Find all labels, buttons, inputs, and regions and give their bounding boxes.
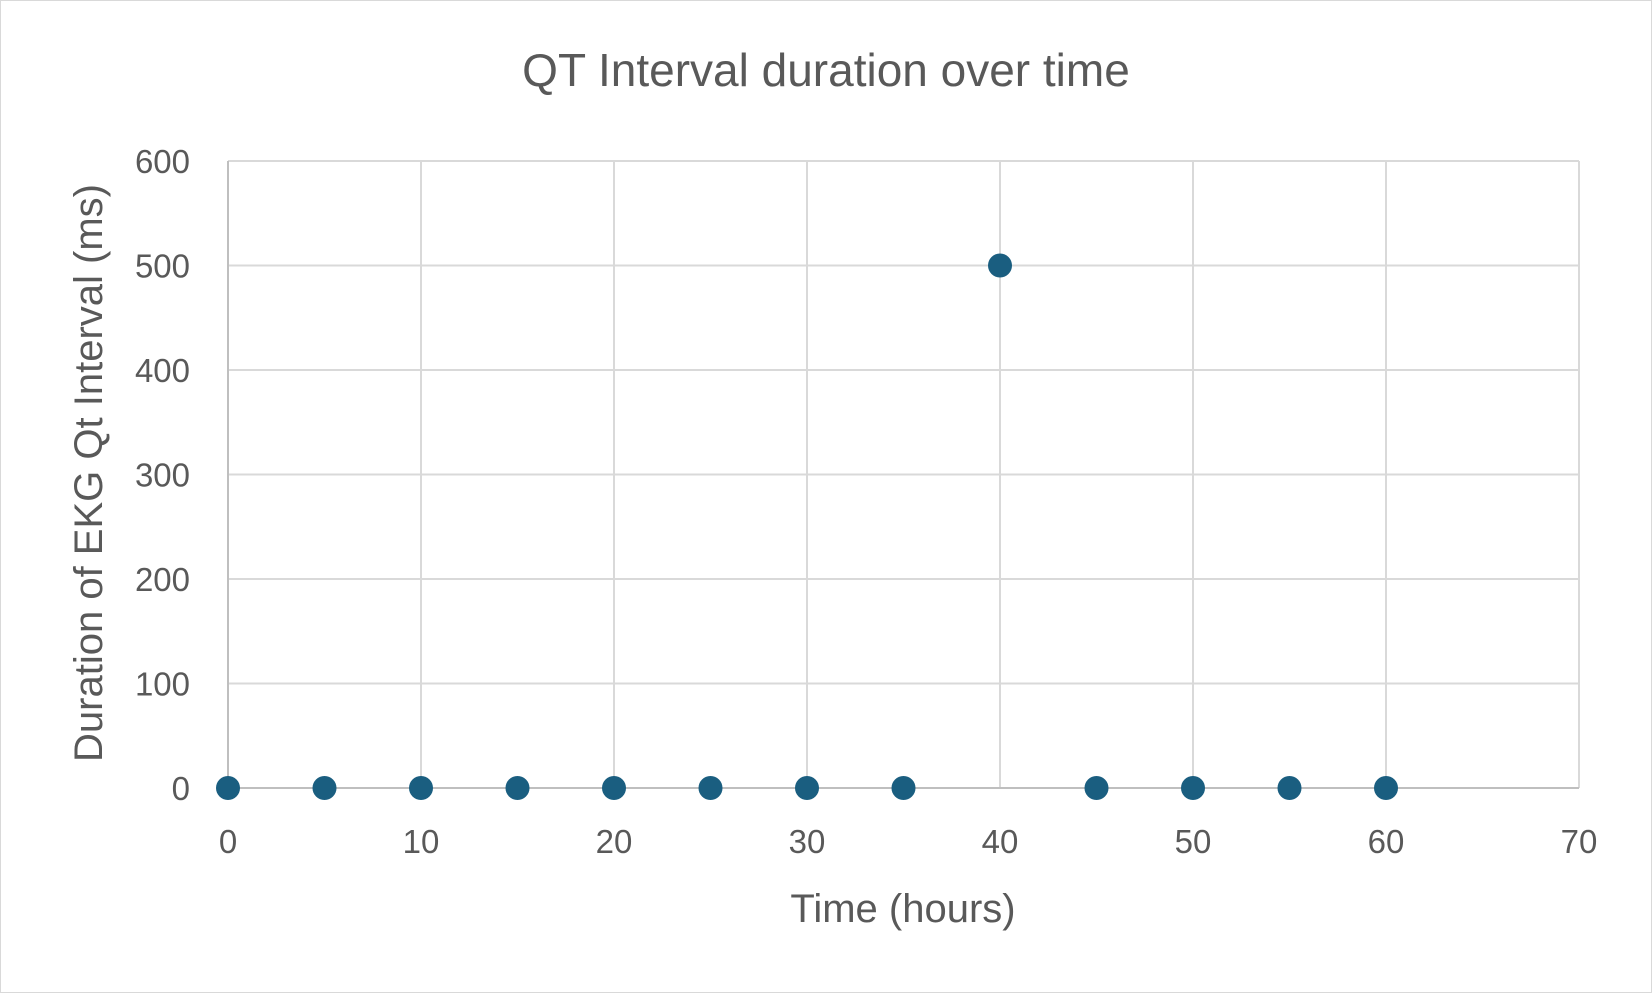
data-point (795, 776, 819, 800)
x-tick-label: 50 (1175, 823, 1212, 860)
data-point (1181, 776, 1205, 800)
data-point (602, 776, 626, 800)
x-tick-label: 60 (1368, 823, 1405, 860)
x-tick-label: 10 (403, 823, 440, 860)
data-point (988, 253, 1012, 278)
x-axis-title: Time (hours) (790, 887, 1015, 931)
data-point (1277, 776, 1302, 800)
y-tick-label: 100 (135, 666, 190, 703)
grid-lines (228, 160, 1580, 788)
x-tick-label: 20 (596, 823, 633, 860)
y-axis-title: Duration of EKG Qt Interval (ms) (67, 184, 111, 762)
y-tick-label: 200 (135, 561, 190, 598)
data-point (312, 776, 337, 800)
data-points (216, 253, 1398, 800)
y-tick-label: 0 (172, 770, 190, 807)
data-point (1084, 776, 1109, 800)
x-tick-label: 30 (789, 823, 826, 860)
x-tick-label: 70 (1561, 823, 1598, 860)
data-point (1374, 776, 1398, 800)
data-point (216, 776, 240, 800)
y-tick-label: 600 (135, 143, 190, 180)
y-tick-label: 400 (135, 352, 190, 389)
data-point (891, 776, 916, 800)
data-point (505, 776, 530, 800)
data-point (698, 776, 723, 800)
chart-title: QT Interval duration over time (522, 44, 1130, 96)
x-tick-label: 0 (219, 823, 237, 860)
y-tick-label: 300 (135, 457, 190, 494)
y-tick-label: 500 (135, 248, 190, 285)
x-tick-label: 40 (982, 823, 1019, 860)
data-point (409, 776, 433, 800)
tick-labels: 0 100 200 300 400 500 600 0 10 20 30 40 50 60 70 (135, 143, 1597, 860)
